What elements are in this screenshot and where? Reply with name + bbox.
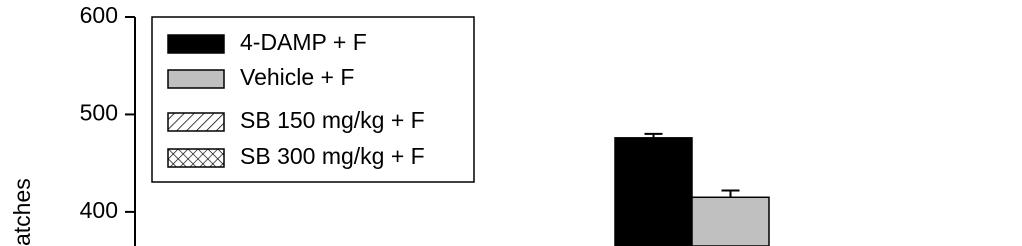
y-axis-label: atches	[9, 178, 35, 246]
legend-label: SB 150 mg/kg + F	[240, 107, 425, 133]
legend-swatch	[167, 34, 225, 54]
y-tick-label: 400	[80, 197, 118, 223]
legend-swatch	[167, 69, 225, 89]
bar	[691, 196, 770, 246]
y-tick-label: 600	[80, 2, 118, 28]
bar	[614, 137, 693, 246]
legend-label: SB 300 mg/kg + F	[240, 143, 425, 169]
legend-label: 4-DAMP + F	[240, 29, 367, 55]
y-tick-label: 500	[80, 100, 118, 126]
legend-swatch	[167, 148, 225, 168]
legend-swatch	[167, 112, 225, 132]
legend-label: Vehicle + F	[240, 64, 354, 90]
